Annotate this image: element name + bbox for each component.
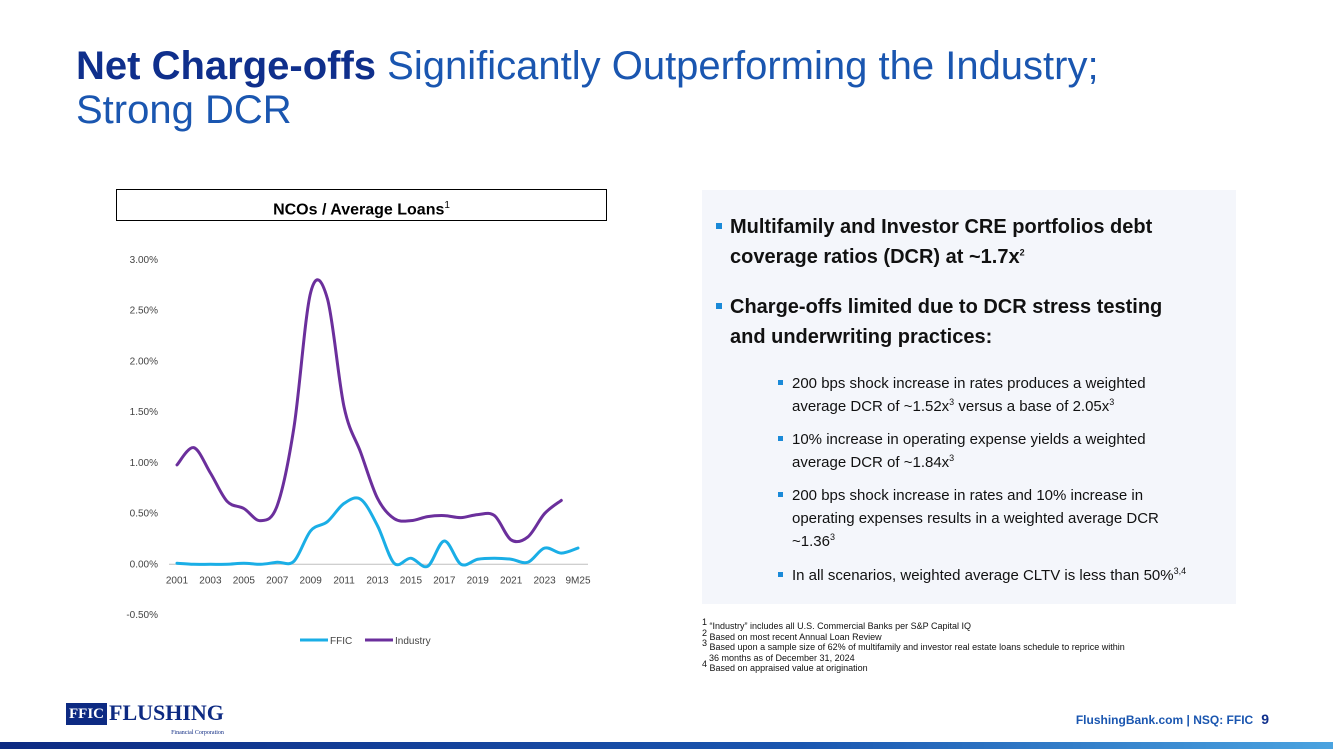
x-tick-label: 2001 — [166, 575, 189, 586]
legend-label-industry: Industry — [395, 636, 431, 647]
footnote-text: Based on most recent Annual Loan Review — [709, 631, 882, 642]
bullet-chargeoffs: Charge-offs limited due to DCR stress te… — [716, 292, 1200, 352]
x-tick-label: 9M25 — [565, 575, 590, 586]
logo-word: FLUSHING Financial Corporation — [109, 700, 224, 737]
sub-bullet-sup: 3,4 — [1173, 566, 1187, 576]
footer-bar — [0, 742, 1333, 749]
footnote: 4 Based on appraised value at originatio… — [702, 660, 1262, 674]
sub-bullet-marker — [778, 436, 783, 441]
x-tick-label: 2015 — [400, 575, 423, 586]
chart-title: NCOs / Average Loans1 — [116, 189, 607, 221]
x-tick-label: 2017 — [433, 575, 456, 586]
sub-bullet-sup: 3 — [829, 532, 835, 542]
nco-line-chart: 3.00% 2.50% 2.00% 1.50% 1.00% 0.50% 0.00% -0.50… — [126, 255, 591, 647]
bullet-panel: Multifamily and Investor CRE portfolios … — [702, 190, 1236, 604]
footer-site: FlushingBank.com | NSQ: FFIC — [1075, 713, 1254, 727]
logo-wordmark: FLUSHING — [109, 700, 224, 725]
footnote-text: Based on appraised value at origination — [709, 663, 868, 673]
sub-bullet-3: 200 bps shock increase in rates and 10% … — [778, 484, 1192, 553]
sub-bullet-marker — [778, 572, 783, 577]
sub-bullet-2: 10% increase in operating expense yields… — [778, 428, 1192, 474]
company-logo: FFIC FLUSHING Financial Corporation — [66, 700, 224, 737]
title-line2: Strong DCR — [76, 88, 292, 132]
sub-bullet-4: In all scenarios, weighted average CLTV … — [778, 564, 1192, 587]
sub-bullet-text-b: versus a base of 2.05x — [954, 398, 1110, 415]
chart-title-text: NCOs / Average Loans — [273, 201, 445, 219]
sub-bullet-1: 200 bps shock increase in rates produces… — [778, 372, 1192, 418]
y-tick-label: 0.50% — [130, 509, 158, 520]
x-tick-label: 2021 — [500, 575, 523, 586]
footnote-text: 36 months as of December 31, 2024 — [709, 652, 855, 663]
y-tick-label: 1.00% — [130, 458, 158, 469]
footnotes: 1 “Industry” includes all U.S. Commercia… — [702, 618, 1262, 674]
logo-subtitle: Financial Corporation — [171, 730, 224, 736]
sub-bullet-sup: 3 — [949, 397, 955, 407]
sub-bullet-text: 10% increase in operating expense yields… — [792, 431, 1146, 471]
bullet-text: Multifamily and Investor CRE portfolios … — [730, 216, 1153, 268]
bullet-sup: 2 — [1019, 247, 1025, 258]
x-tick-label: 2011 — [333, 575, 355, 586]
footer: FlushingBank.com | NSQ: FFIC 9 — [1076, 711, 1269, 727]
footnote-number: 2 — [702, 627, 708, 638]
title-rest: Significantly Outperforming the Industry… — [387, 44, 1099, 88]
x-tick-label: 2005 — [233, 575, 256, 586]
y-tick-label: 0.00% — [130, 559, 158, 570]
footnote-number: 3 — [702, 638, 708, 648]
bullet-marker — [716, 303, 722, 309]
x-tick-label: 2013 — [366, 575, 389, 586]
footnote-number: 1 — [702, 617, 708, 627]
sub-bullet-sup: 3 — [949, 453, 955, 463]
page-title: Net Charge-offs Significantly Outperform… — [76, 44, 1276, 132]
bullet-dcr: Multifamily and Investor CRE portfolios … — [716, 212, 1200, 272]
footnote-number: 4 — [702, 659, 708, 669]
sub-bullet-text: 200 bps shock increase in rates produces… — [792, 375, 1146, 415]
logo-box: FFIC — [66, 703, 107, 725]
x-tick-label: 2009 — [300, 575, 323, 586]
footnote-text: Based upon a sample size of 62% of multi… — [709, 642, 1125, 652]
sub-bullet-sup-b: 3 — [1109, 397, 1115, 407]
sub-bullet-marker — [778, 492, 783, 497]
x-tick-label: 2007 — [266, 575, 289, 586]
page-number: 9 — [1261, 711, 1269, 727]
x-tick-label: 2003 — [199, 575, 222, 586]
bullet-marker — [716, 223, 722, 229]
footnote: 2 Based on most recent Annual Loan Revie… — [702, 628, 1262, 643]
series-line-ffic — [175, 496, 580, 569]
footnote: 3 Based upon a sample size of 62% of mul… — [702, 639, 1262, 653]
footnote: 1 “Industry” includes all U.S. Commercia… — [702, 618, 1262, 632]
footnote-text: “Industry” includes all U.S. Commercial … — [709, 621, 971, 631]
chart-title-sup: 1 — [444, 200, 450, 211]
series-line-industry — [175, 278, 563, 544]
y-tick-label: 3.00% — [130, 255, 158, 266]
sub-bullet-text: 200 bps shock increase in rates and 10% … — [792, 487, 1159, 550]
y-tick-label: 1.50% — [130, 407, 158, 418]
x-tick-label: 2023 — [533, 575, 556, 586]
y-tick-label: 2.50% — [130, 306, 158, 317]
y-tick-label: -0.50% — [126, 610, 158, 621]
footnote: 36 months as of December 31, 2024 — [702, 653, 1262, 664]
legend-label-ffic: FFIC — [330, 636, 352, 647]
title-bold: Net Charge-offs — [76, 44, 377, 88]
bullet-text: Charge-offs limited due to DCR stress te… — [730, 296, 1163, 348]
sub-bullet-text: In all scenarios, weighted average CLTV … — [792, 567, 1174, 584]
x-tick-label: 2019 — [467, 575, 490, 586]
sub-bullet-marker — [778, 380, 783, 385]
y-tick-label: 2.00% — [130, 356, 158, 367]
